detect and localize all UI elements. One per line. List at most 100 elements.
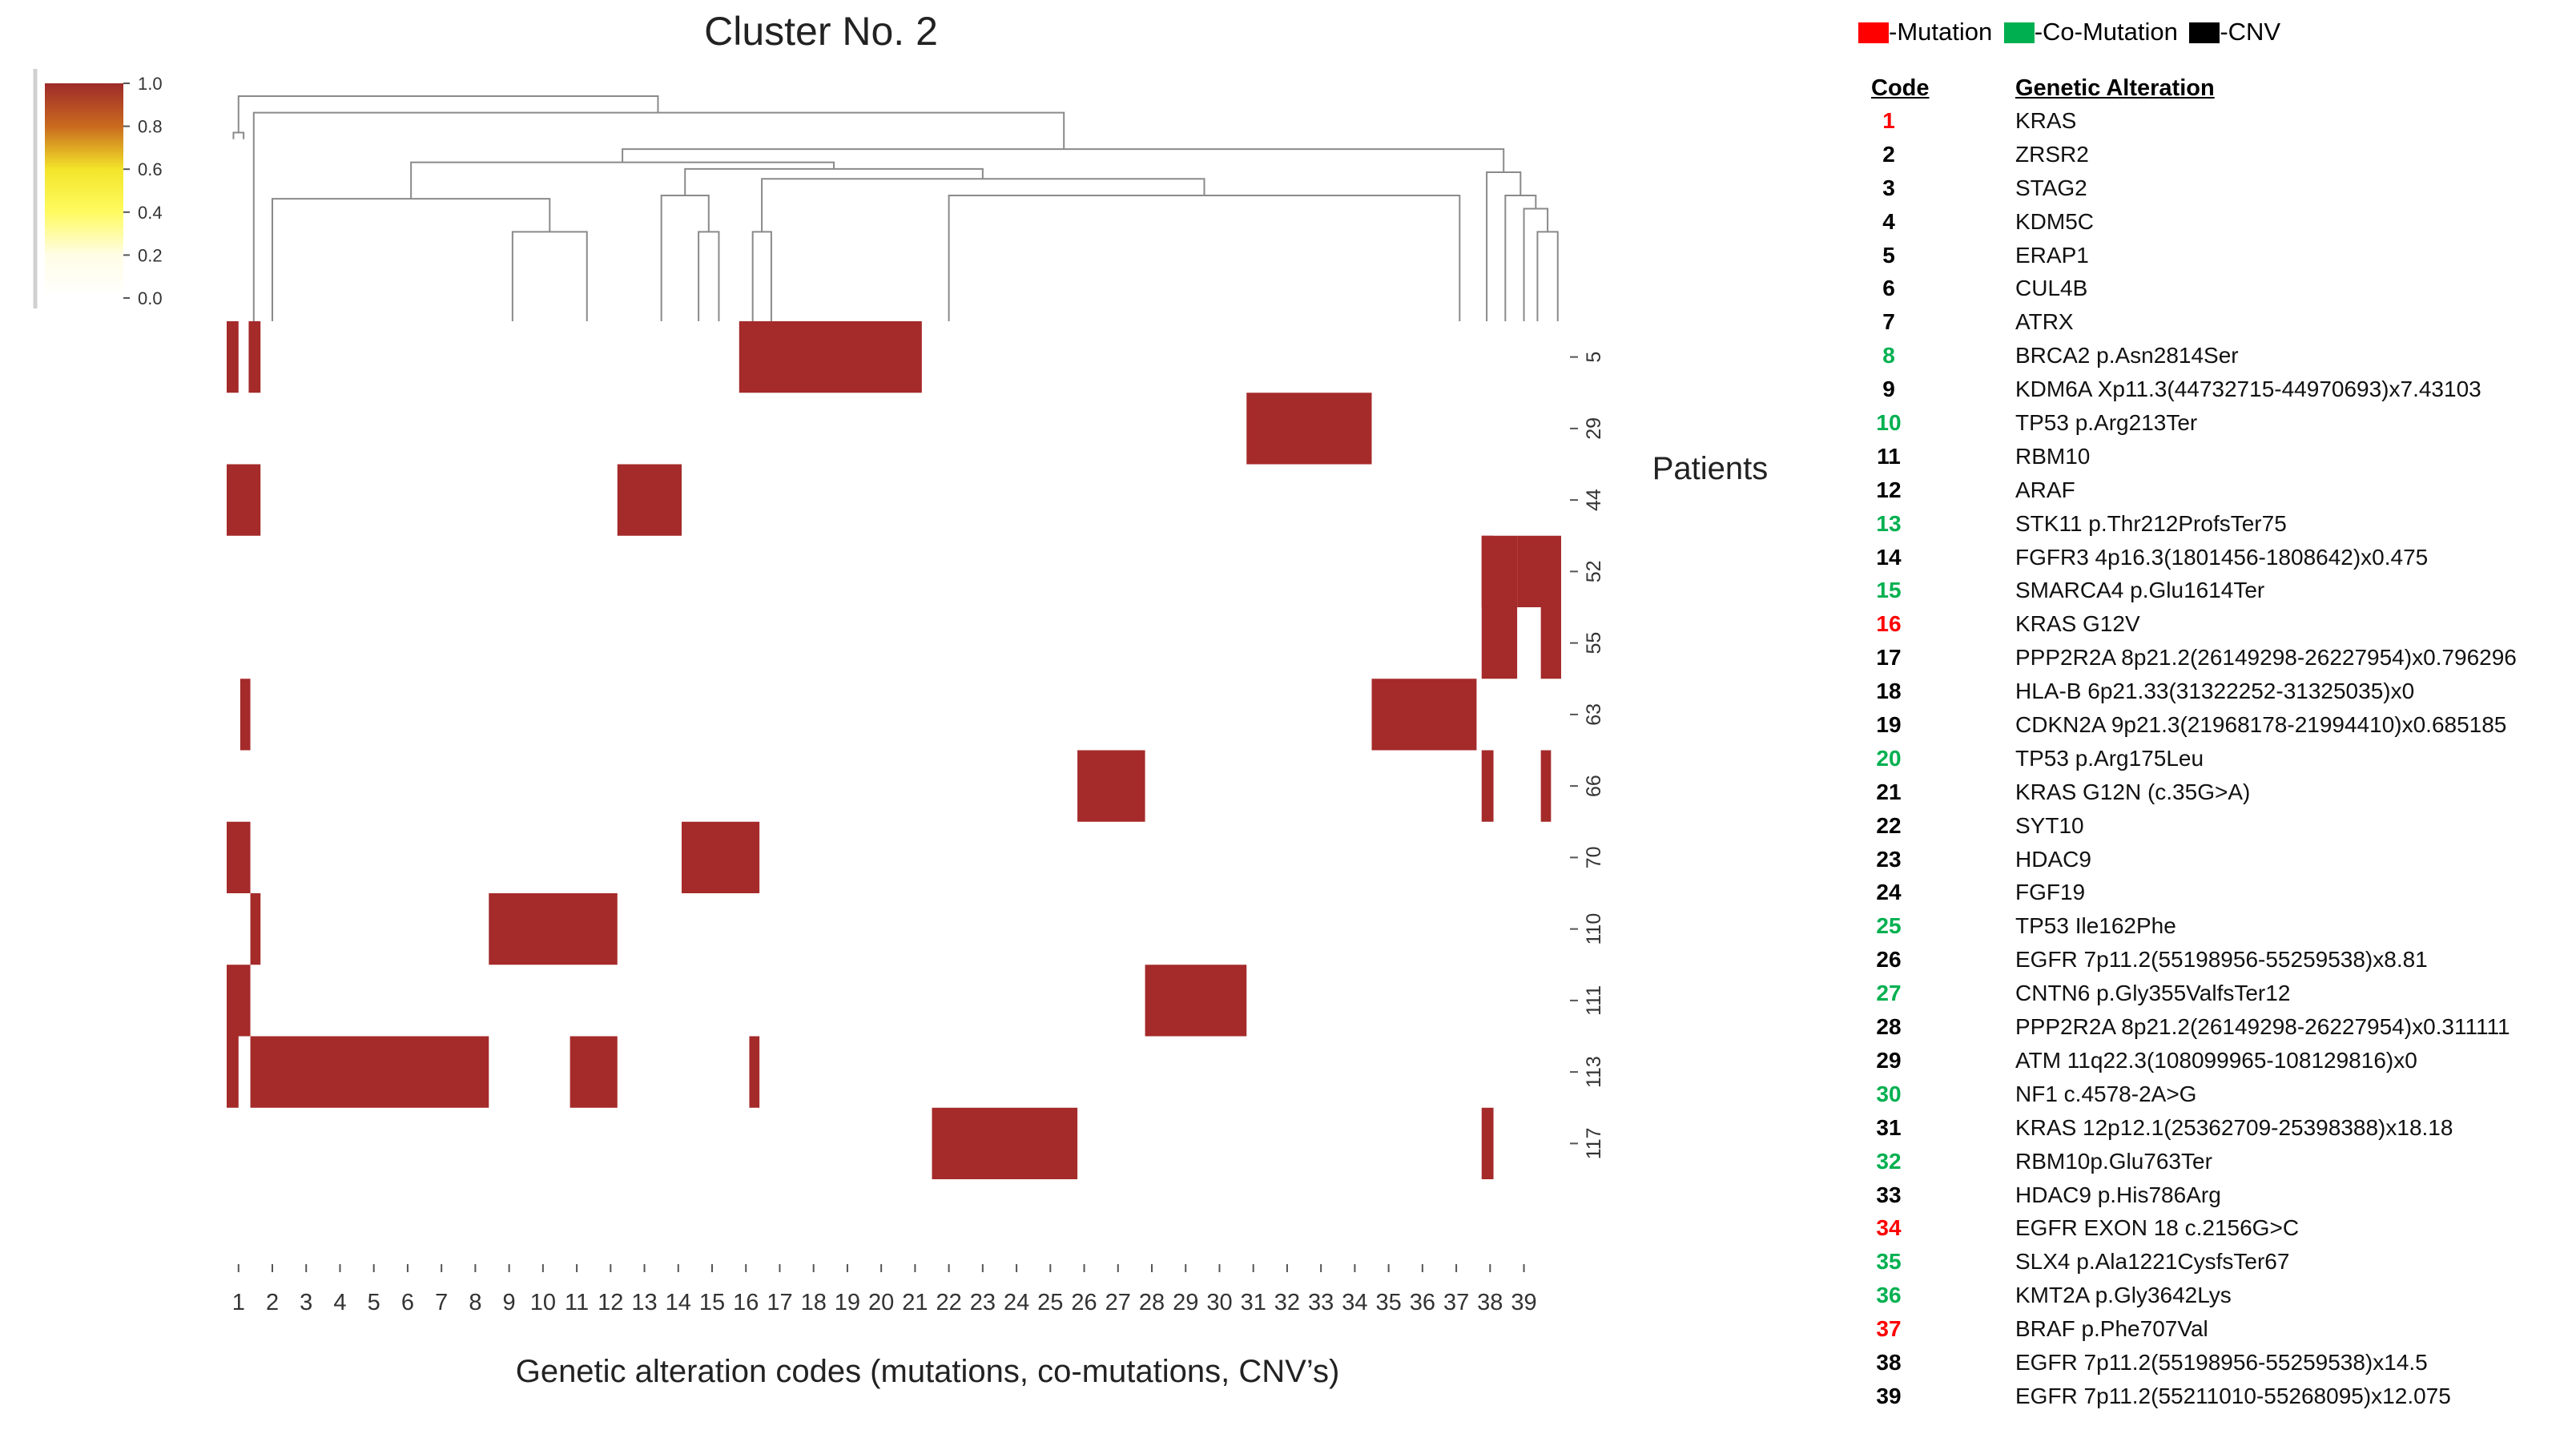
heatmap-cell xyxy=(227,965,251,1037)
dendrogram-link xyxy=(511,231,588,321)
dendrogram-link xyxy=(237,95,659,133)
dendrogram-link xyxy=(410,161,835,199)
code-tick-label: 9 xyxy=(503,1290,516,1315)
heatmap-cell xyxy=(489,893,618,965)
legend-co-mutation-swatch xyxy=(2003,22,2035,43)
patient-axis: 5 29 44 52 55 63 66 70 110 111 113 117 xyxy=(1570,352,1605,1159)
heatmap-cell xyxy=(248,321,261,393)
patient-tick-label: 52 xyxy=(1583,560,1605,582)
patient-tick-label: 117 xyxy=(1583,1127,1605,1159)
code-tick-label: 11 xyxy=(565,1290,589,1315)
patient-tick-label: 5 xyxy=(1583,352,1605,363)
alteration-name: CNTN6 p.Gly355ValfsTer12 xyxy=(2015,981,2291,1006)
alteration-code: 26 xyxy=(1876,947,1902,973)
alteration-name: FGF19 xyxy=(2015,880,2086,905)
code-tick-label: 39 xyxy=(1511,1290,1536,1315)
code-tick-label: 10 xyxy=(530,1290,556,1315)
patient-tick-label: 113 xyxy=(1583,1056,1605,1088)
heatmap-cell xyxy=(739,321,922,393)
legend-mutation-label: -Mutation xyxy=(1889,18,1993,46)
code-tick-label: 33 xyxy=(1308,1290,1334,1315)
patient-tick-label: 29 xyxy=(1583,417,1605,440)
code-tick-label: 3 xyxy=(300,1290,312,1315)
heatmap-cell xyxy=(227,464,261,536)
alteration-name: TP53 p.Arg213Ter xyxy=(2015,410,2198,436)
alteration-name: HLA-B 6p21.33(31322252-31325035)x0 xyxy=(2015,679,2415,704)
alteration-code: 8 xyxy=(1882,343,1895,369)
patient-tick-label: 66 xyxy=(1583,775,1605,797)
code-tick-label: 29 xyxy=(1173,1290,1198,1315)
code-tick-label: 28 xyxy=(1139,1290,1165,1315)
alteration-code: 11 xyxy=(1877,443,1901,469)
code-tick-label: 15 xyxy=(699,1290,725,1315)
dendrogram-link xyxy=(622,148,1505,173)
code-tick-label: 25 xyxy=(1037,1290,1063,1315)
alteration-name: KMT2A p.Gly3642Lys xyxy=(2015,1283,2232,1308)
code-tick-label: 16 xyxy=(733,1290,759,1315)
code-tick-label: 21 xyxy=(902,1290,928,1315)
heatmap-cell xyxy=(227,1036,239,1108)
code-tick-label: 22 xyxy=(936,1290,961,1315)
legend-co-mutation: -Co-Mutation xyxy=(2003,18,2178,46)
alteration-code: 13 xyxy=(1876,510,1902,536)
code-tick-label: 20 xyxy=(868,1290,894,1315)
code-tick-label: 5 xyxy=(368,1290,380,1315)
alteration-code: 29 xyxy=(1876,1047,1902,1073)
code-tick-label: 31 xyxy=(1241,1290,1266,1315)
alteration-name: CDKN2A 9p21.3(21968178-21994410)x0.68518… xyxy=(2015,712,2507,738)
alteration-code: 19 xyxy=(1876,712,1902,738)
code-tick-label: 26 xyxy=(1071,1290,1097,1315)
alteration-code: 16 xyxy=(1876,611,1902,637)
alteration-code: 34 xyxy=(1876,1215,1902,1241)
alteration-code: 4 xyxy=(1882,208,1895,234)
code-tick-label: 2 xyxy=(266,1290,279,1315)
code-tick-label: 17 xyxy=(767,1290,792,1315)
colorbar-tick-label: 0.8 xyxy=(138,117,163,137)
alteration-code: 6 xyxy=(1882,276,1895,301)
alteration-name: SYT10 xyxy=(2015,812,2084,838)
heatmap-cell xyxy=(617,464,682,536)
dendrogram-link xyxy=(751,231,772,321)
alteration-name: STAG2 xyxy=(2015,175,2087,200)
alteration-code: 10 xyxy=(1876,410,1902,436)
alteration-name: KRAS G12V xyxy=(2015,611,2140,637)
dendrogram-link xyxy=(1486,171,1522,321)
code-tick-label: 24 xyxy=(1004,1290,1029,1315)
heatmap-cell xyxy=(1540,607,1561,679)
colorbar-gradient xyxy=(45,83,123,298)
alteration-name: HDAC9 p.His786Arg xyxy=(2015,1182,2221,1207)
dendrogram-link xyxy=(761,178,1205,232)
patient-tick-label: 111 xyxy=(1583,985,1605,1016)
alteration-code: 1 xyxy=(1882,108,1895,133)
code-tick-label: 34 xyxy=(1342,1290,1367,1315)
heatmap-cell xyxy=(1371,679,1477,751)
alteration-name: PPP2R2A 8p21.2(26149298-26227954)x0.3111… xyxy=(2015,1014,2510,1040)
heatmap-cell xyxy=(239,679,251,751)
legend-cnv: -CNV xyxy=(2189,18,2280,46)
legend-mutation-swatch xyxy=(1858,22,1889,43)
alteration-name: ATRX xyxy=(2015,309,2074,335)
colorbar-tick-label: 0.4 xyxy=(138,203,163,223)
code-tick-label: 36 xyxy=(1410,1290,1435,1315)
heatmap-cell xyxy=(1246,393,1372,465)
code-tick-label: 1 xyxy=(232,1290,245,1315)
alteration-name: EGFR EXON 18 c.2156G>C xyxy=(2015,1215,2300,1241)
patient-tick-label: 44 xyxy=(1583,489,1605,511)
heatmap-cell xyxy=(570,1036,618,1108)
alteration-code: 27 xyxy=(1876,981,1902,1006)
code-column-header: Code xyxy=(1871,75,1930,101)
legend-cnv-label: -CNV xyxy=(2220,18,2281,46)
alteration-name: ATM 11q22.3(108099965-108129816)x0 xyxy=(2015,1047,2417,1073)
alteration-name: SMARCA4 p.Glu1614Ter xyxy=(2015,578,2265,603)
alteration-code: 32 xyxy=(1876,1148,1902,1174)
alteration-name: KRAS xyxy=(2015,108,2077,133)
patient-tick-label: 63 xyxy=(1583,703,1605,726)
dendrogram-link xyxy=(1504,194,1537,321)
code-tick-label: 38 xyxy=(1477,1290,1503,1315)
alteration-code: 20 xyxy=(1876,745,1902,771)
alteration-name: EGFR 7p11.2(55198956-55259538)x14.5 xyxy=(2015,1349,2428,1375)
code-tick-label: 32 xyxy=(1274,1290,1300,1315)
colorbar-tick-label: 0.6 xyxy=(138,159,163,179)
patient-tick-label: 55 xyxy=(1583,632,1605,655)
